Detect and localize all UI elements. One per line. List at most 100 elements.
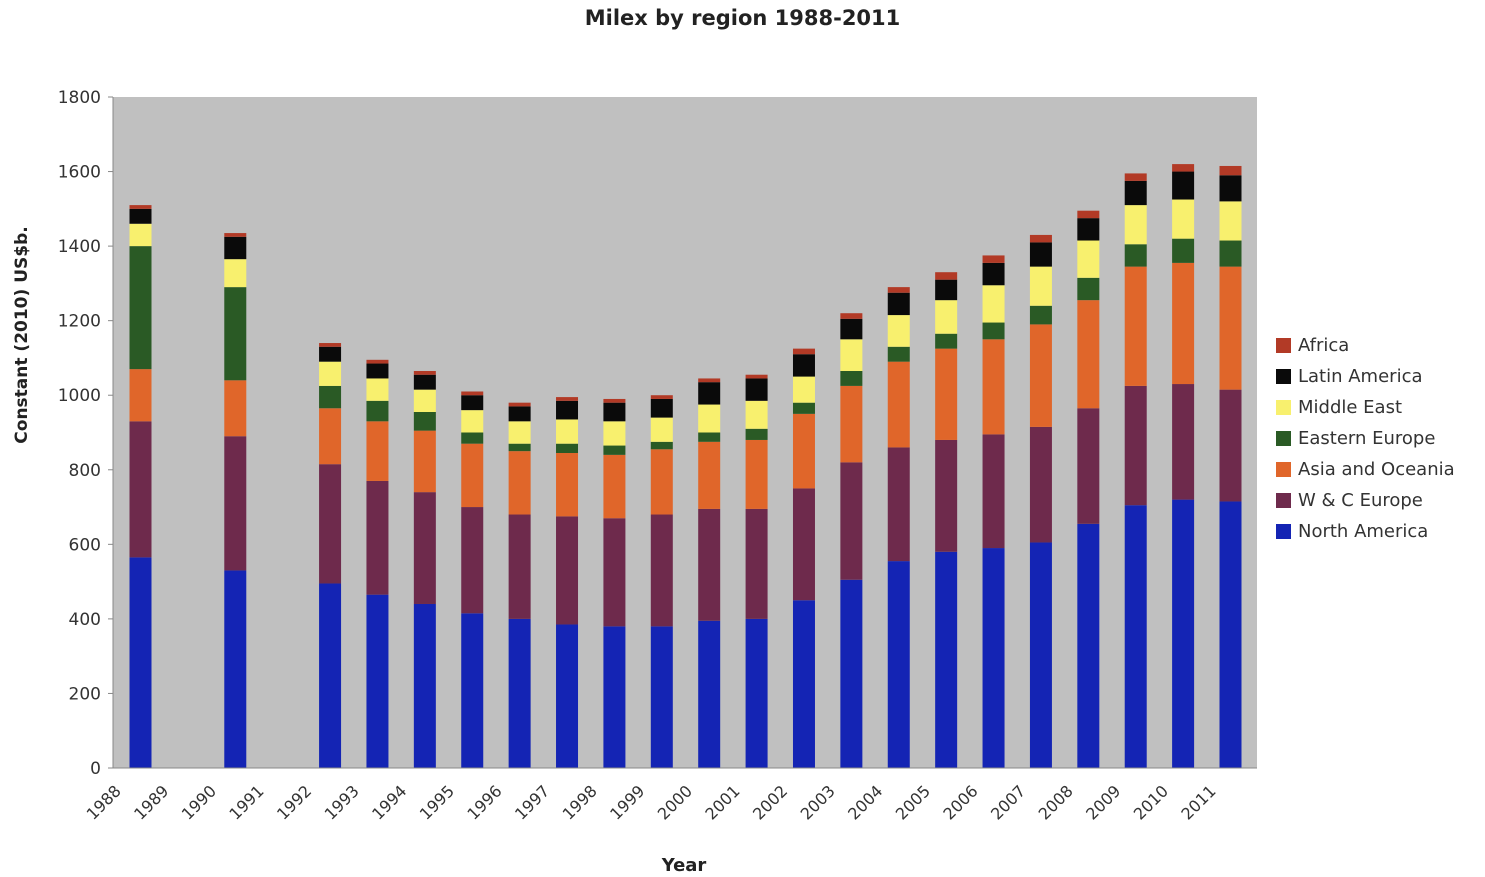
legend-label: Eastern Europe [1298,428,1436,449]
bar-segment [1219,201,1242,241]
y-tick-label: 1600 [58,163,101,183]
bar-segment [508,402,531,407]
bar-segment [603,402,626,422]
bar-segment [1077,300,1100,409]
bar-segment [745,374,768,379]
bar-segment [792,488,815,601]
y-tick-label: 200 [69,684,101,704]
y-axis: 0 200 400 600 800 1000 1200 1400 1600 1800 [58,88,114,779]
bar-segment [319,361,342,386]
x-tick-label: 1999 [606,781,648,823]
bar-segment [508,618,531,768]
bar-segment [461,613,484,768]
bar-segment [698,378,721,383]
legend-label: Latin America [1298,366,1423,387]
bar-segment [935,333,958,349]
legend-item: Middle East [1276,392,1455,423]
chart-title: Milex by region 1988-2011 [584,6,901,30]
bar-segment [1124,266,1147,386]
y-tick-label: 1800 [58,88,101,108]
bar-segment [319,464,342,584]
bar-segment [508,443,531,452]
legend-label: Africa [1298,335,1350,356]
legend-item: Asia and Oceania [1276,454,1455,485]
bar-segment [698,441,721,509]
legend-swatch [1276,431,1291,446]
bar-segment [698,508,721,621]
bar-segment [840,339,863,371]
bar-segment [603,398,626,403]
bar-segment [224,570,247,768]
bar-segment [840,579,863,768]
bar-segment [650,398,673,418]
bar-segment [935,300,958,334]
bar-segment [1029,242,1052,267]
legend-label: Middle East [1298,397,1403,418]
bar-segment [1172,238,1195,263]
legend-label: North America [1298,521,1429,542]
bar-segment [1029,324,1052,427]
bar-segment [887,287,910,293]
x-tick-label: 2000 [654,781,696,823]
x-tick-label: 1989 [130,781,172,823]
x-tick-label: 1992 [273,781,315,823]
bar-segment [745,618,768,768]
x-tick-label: 2004 [844,781,886,823]
bar-segment [982,285,1005,323]
bar-segment [1172,262,1195,385]
bar-segment [129,208,152,224]
legend-label: W & C Europe [1298,490,1423,511]
bar-segment [461,395,484,411]
bar-segment [1077,523,1100,768]
bar-segment [1077,408,1100,524]
bar-segment [129,557,152,768]
bar-segment [129,246,152,370]
bar-segment [1172,199,1195,239]
bar-segment [935,551,958,768]
bar-segment [792,354,815,377]
bar-segment [935,439,958,552]
bar-segment [603,626,626,768]
x-axis-label: Year [661,855,707,876]
y-tick-label: 800 [69,461,101,481]
bar-segment [887,315,910,347]
bar-segment [1219,240,1242,267]
bar-segment [1219,389,1242,502]
bar-segment [887,447,910,562]
bar-segment [745,378,768,401]
bar-segment [1077,240,1100,278]
y-tick-label: 1000 [58,386,101,406]
bar-segment [1172,171,1195,200]
bar-segment [1172,164,1195,172]
bar-segment [1077,210,1100,219]
x-tick-label: 2008 [1035,781,1077,823]
bar-segment [840,462,863,580]
bar-segment [698,620,721,768]
bar-segment [224,236,247,260]
bar-segment [1219,266,1242,390]
bar-segment [461,410,484,433]
bar-segment [698,404,721,433]
bar-segment [319,343,342,347]
bar-segment [745,439,768,509]
y-tick-label: 0 [90,759,101,779]
bar-segment [129,223,152,247]
bar-segment [556,453,579,517]
plot-background [113,97,1257,768]
bar-segment [1124,173,1147,181]
bar-segment [935,272,958,280]
bar-segment [603,421,626,446]
x-tick-label: 1991 [225,781,267,823]
bar-segment [887,561,910,768]
bar-segment [650,441,673,450]
legend-item: W & C Europe [1276,485,1455,516]
bar-segment [650,449,673,515]
y-tick-label: 600 [69,535,101,555]
legend-swatch [1276,338,1291,353]
bar-segment [1219,501,1242,768]
bar-segment [129,369,152,422]
bar-segment [366,363,389,379]
bar-segment [1219,175,1242,202]
bar-segment [461,391,484,396]
